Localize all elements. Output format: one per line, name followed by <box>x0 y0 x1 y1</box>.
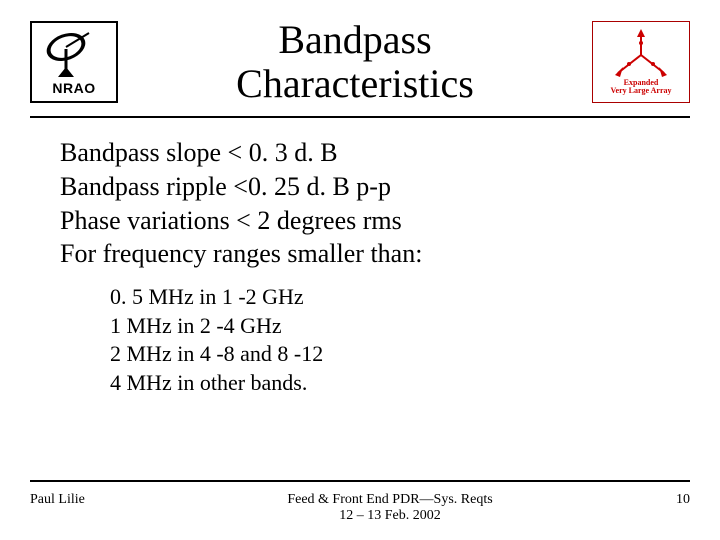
slide-content: Bandpass slope < 0. 3 d. B Bandpass ripp… <box>0 118 720 398</box>
evla-logo: Expanded Very Large Array <box>592 21 690 103</box>
dish-icon <box>44 29 104 79</box>
spec-line: Bandpass slope < 0. 3 d. B <box>60 136 670 170</box>
spec-line: For frequency ranges smaller than: <box>60 237 670 271</box>
freq-line: 0. 5 MHz in 1 -2 GHz <box>110 283 670 312</box>
title-line-2: Characteristics <box>236 61 474 106</box>
freq-line: 2 MHz in 4 -8 and 8 -12 <box>110 340 670 369</box>
nrao-logo: NRAO <box>30 21 118 103</box>
spec-line: Bandpass ripple <0. 25 d. B p-p <box>60 170 670 204</box>
spec-line: Phase variations < 2 degrees rms <box>60 204 670 238</box>
sub-list: 0. 5 MHz in 1 -2 GHz 1 MHz in 2 -4 GHz 2… <box>60 271 670 397</box>
title-line-1: Bandpass <box>278 17 431 62</box>
footer-rule <box>30 480 690 482</box>
evla-y-icon <box>612 29 670 77</box>
nrao-logo-text: NRAO <box>52 80 95 96</box>
main-list: Bandpass slope < 0. 3 d. B Bandpass ripp… <box>60 136 670 271</box>
footer-author: Paul Lilie <box>30 492 150 508</box>
freq-line: 4 MHz in other bands. <box>110 369 670 398</box>
slide-header: NRAO Bandpass Characteristics Expanded V… <box>0 0 720 110</box>
footer-page-number: 10 <box>630 492 690 508</box>
slide-footer: Paul Lilie Feed & Front End PDR—Sys. Req… <box>30 492 690 524</box>
freq-line: 1 MHz in 2 -4 GHz <box>110 312 670 341</box>
evla-logo-text: Expanded Very Large Array <box>610 79 671 96</box>
footer-event: Feed & Front End PDR—Sys. Reqts 12 – 13 … <box>150 492 630 524</box>
slide-title: Bandpass Characteristics <box>118 18 592 106</box>
